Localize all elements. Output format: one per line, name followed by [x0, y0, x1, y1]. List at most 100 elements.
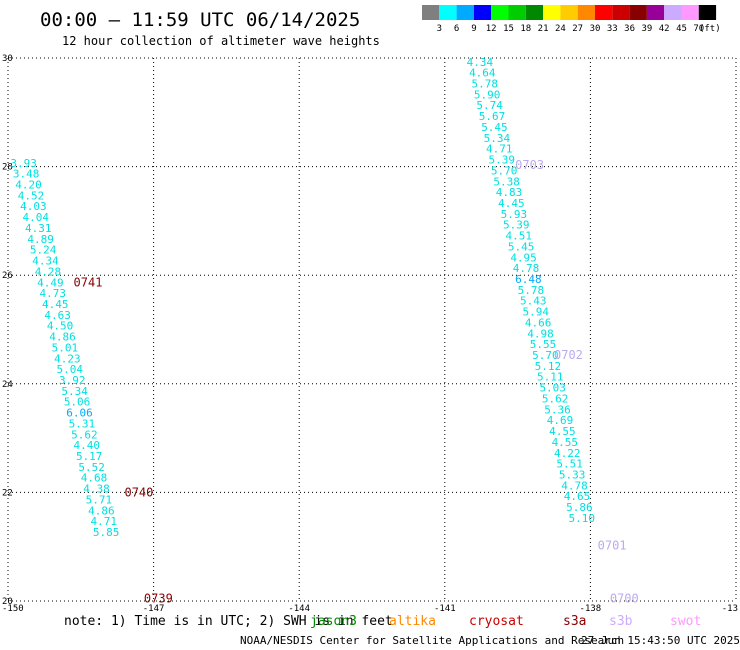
wave-height-label: 5.78: [518, 284, 545, 297]
wave-height-label: 5.39: [503, 219, 530, 232]
colorbar-swatch: [491, 5, 509, 20]
wave-height-label: 4.45: [42, 298, 68, 311]
colorbar-swatch: [508, 5, 526, 20]
wave-height-label: 4.38: [83, 483, 110, 496]
wave-height-label: 5.11: [537, 371, 564, 384]
wave-height-label: 4.65: [564, 490, 591, 503]
wave-height-label: 4.98: [527, 327, 554, 340]
wave-height-label: 5.85: [93, 526, 120, 539]
wave-height-label: 5.51: [556, 458, 583, 471]
footer-credit: NOAA/NESDIS Center for Satellite Applica…: [240, 634, 624, 647]
colorbar-swatch: [560, 5, 578, 20]
wave-height-label: 3.93: [10, 157, 37, 170]
wave-height-label: 4.34: [467, 56, 494, 69]
wave-height-label: 4.34: [32, 255, 59, 268]
colorbar-label: 15: [503, 24, 514, 34]
wave-height-label: 5.06: [64, 396, 91, 409]
wave-height-label: 4.03: [20, 200, 46, 213]
wave-height-label: 5.03: [539, 382, 566, 395]
wave-height-label: 4.22: [554, 447, 581, 460]
note-text: note: 1) Time is in UTC; 2) SWH is in fe…: [64, 614, 393, 629]
colorbar-swatch: [681, 5, 699, 20]
wave-height-label: 4.45: [498, 197, 524, 210]
x-tick-label: -13: [722, 604, 738, 614]
wave-height-label: 4.71: [91, 515, 118, 528]
wave-height-label: 4.55: [549, 425, 576, 438]
wave-height-label: 4.64: [469, 67, 496, 80]
colorbar-swatch: [525, 5, 544, 20]
wave-height-label: 5.93: [501, 208, 528, 221]
wave-height-label: 5.43: [520, 295, 547, 308]
colorbar-label: 12: [486, 24, 497, 34]
x-tick-label: -138: [580, 604, 602, 614]
wave-height-label: 5.71: [86, 493, 113, 506]
pass-time-label: 0740: [124, 485, 153, 499]
colorbar-label: 9: [471, 24, 476, 34]
colorbar-label: 36: [624, 24, 635, 34]
wave-height-label: 5.67: [479, 110, 506, 123]
satellite-legend-item: jason3: [310, 614, 357, 629]
wave-height-label: 5.70: [491, 164, 518, 177]
colorbar-label: 18: [520, 24, 531, 34]
footer-timestamp: 27 Jun 15:43:50 UTC 2025: [581, 634, 740, 647]
colorbar-label: 24: [555, 24, 566, 34]
satellite-legend-item: cryosat: [469, 614, 524, 629]
wave-height-label: 5.45: [481, 121, 508, 134]
wave-height-label: 5.10: [569, 512, 596, 525]
wave-height-label: 4.52: [18, 189, 44, 202]
wave-height-label: 4.23: [54, 352, 81, 365]
y-tick-label: 22: [2, 488, 13, 498]
wave-height-label: 5.90: [474, 88, 501, 101]
wave-height-label: 3.92: [59, 374, 86, 387]
wave-height-label: 4.68: [81, 472, 108, 485]
satellite-legend-item: s3a: [563, 614, 586, 629]
wave-height-label: 4.83: [496, 186, 523, 199]
wave-height-label: 5.04: [57, 363, 84, 376]
wave-height-label: 3.48: [13, 168, 40, 181]
satellite-legend-item: altika: [389, 614, 436, 629]
x-tick-label: -141: [434, 604, 456, 614]
satellite-legend-item: swot: [670, 614, 701, 629]
pass-time-label: 0739: [144, 591, 173, 605]
wave-height-label: 4.04: [23, 211, 50, 224]
x-tick-label: -150: [2, 604, 24, 614]
y-tick-label: 24: [2, 380, 13, 390]
colorbar-swatch: [473, 5, 492, 20]
axis-ticks: 20 22 24 26 28 30 -150 -147 -144 -141 -138 -13: [2, 54, 738, 614]
wave-height-label: 5.39: [488, 154, 514, 167]
colorbar-swatch: [422, 5, 440, 20]
wave-height-label: 4.71: [486, 143, 513, 156]
wave-height-label: 4.66: [525, 316, 552, 329]
wave-height-label: 5.70: [532, 349, 559, 362]
wave-height-label: 5.78: [471, 78, 498, 91]
wave-height-label: 4.28: [35, 265, 62, 278]
wave-height-label: 4.63: [44, 309, 71, 322]
wave-height-label: 5.38: [493, 175, 520, 188]
wave-height-label: 4.86: [88, 504, 115, 517]
wave-height-label: 4.49: [37, 276, 64, 289]
wave-height-label: 4.69: [547, 414, 574, 427]
colorbar-swatch: [577, 5, 595, 20]
wave-height-label: 4.73: [40, 287, 66, 300]
wave-height-label: 4.31: [25, 222, 51, 235]
wave-height-label: 5.34: [484, 132, 511, 145]
wave-height-label: 5.24: [30, 244, 57, 257]
y-tick-label: 20: [2, 597, 13, 607]
chart-title: 00:00 – 11:59 UTC 06/14/2025: [40, 9, 360, 31]
wave-height-label: 4.55: [552, 436, 579, 449]
wave-height-label: 5.01: [52, 341, 79, 354]
colorbar-swatch: [629, 5, 647, 20]
wave-height-label: 4.78: [513, 262, 540, 275]
wave-height-label: 5.34: [61, 385, 88, 398]
colorbar-label: 27: [572, 24, 583, 34]
wave-height-label: 5.36: [544, 403, 571, 416]
x-tick-label: -144: [288, 604, 310, 614]
wave-height-label: 4.20: [15, 179, 42, 192]
colorbar-swatch: [698, 5, 717, 20]
wave-height-label: 5.52: [78, 461, 105, 474]
colorbar-label: 30: [590, 24, 601, 34]
satellite-legend-item: s3b: [609, 614, 633, 629]
grid: [7, 57, 737, 602]
wave-height-label: 4.78: [561, 479, 588, 492]
y-tick-label: 26: [2, 271, 13, 281]
